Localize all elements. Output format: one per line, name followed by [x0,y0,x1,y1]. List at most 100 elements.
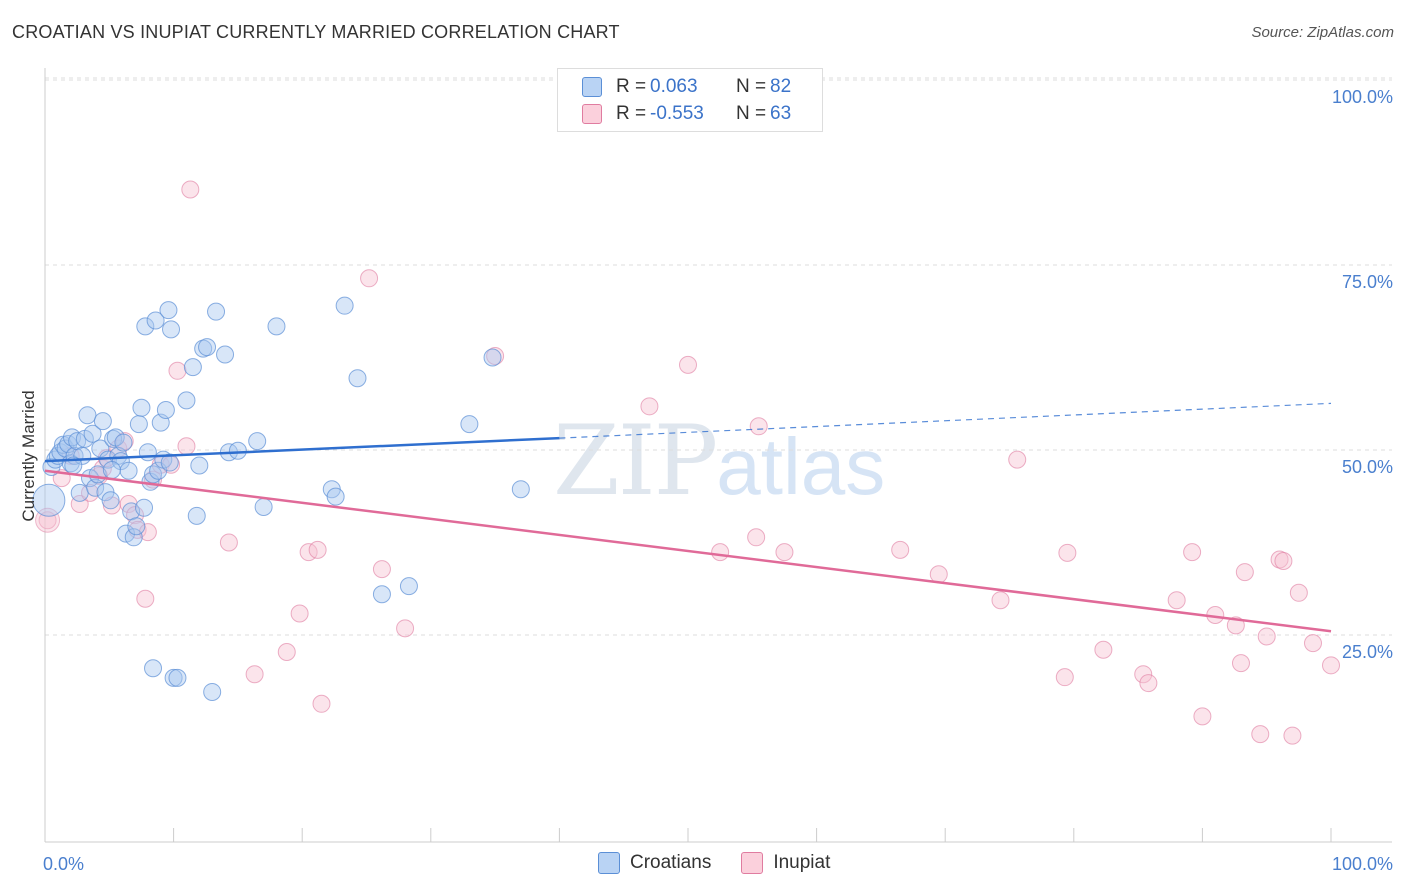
inupiat-point [115,432,134,451]
croatians-point [164,668,183,687]
chart-title: CROATIAN VS INUPIAT CURRENTLY MARRIED CO… [12,22,620,42]
legend-item-inupiat[interactable]: Inupiat [741,852,830,874]
inupiat-point [168,361,187,380]
croatians-point [248,432,267,451]
y-tick-label: 75.0% [1342,272,1393,292]
inupiat-point [138,523,157,542]
legend-r-value: 0.063 [650,76,698,97]
inupiat-point [177,437,196,456]
croatians-point [124,528,143,547]
inupiat-point [1055,668,1074,687]
croatians-point [136,317,155,336]
inupiat-point [749,417,768,436]
inupiat-points [35,180,1340,745]
inupiat-point [1251,725,1270,744]
croatians-point [63,428,82,447]
croatians-point [160,453,179,472]
croatians-point [144,465,163,484]
inupiat-point [372,560,391,579]
inupiat-point [360,269,379,288]
croatians-point [168,668,187,687]
inupiat-point [219,533,238,552]
legend-r-value: -0.553 [650,103,704,124]
watermark-zip: ZIP [553,405,718,517]
inupiat-point [1257,627,1276,646]
inupiat-point [1167,591,1186,610]
croatians-point [216,345,235,364]
croatians-point [119,461,138,480]
croatians-point [267,317,286,336]
inupiat-point [711,543,730,562]
croatians-point [83,424,102,443]
inupiat-point [396,619,415,638]
legend-row-inupiat: R = -0.553 N = 63 [582,101,791,127]
inupiat-point [1094,640,1113,659]
legend-row-croatians: R = 0.063 N = 82 [582,74,791,100]
croatians-point [159,301,178,320]
croatians-trend-extension [559,402,1332,439]
croatians-trend-line [44,436,560,463]
y-tick-label: 25.0% [1342,642,1393,662]
croatians-point [138,443,157,462]
y-tick-label: 100.0% [1332,87,1393,107]
inupiat-point [119,495,138,513]
croatians-point [326,487,345,506]
inupiat-point [679,355,697,374]
inupiat-trend-line [44,469,1332,633]
legend-r-label: R = [616,103,647,124]
inupiat-point [1139,674,1158,693]
inupiat-point [640,397,659,416]
chart-source: Source: ZipAtlas.com [1251,24,1394,41]
legend-item-croatians[interactable]: Croatians [598,852,711,874]
croatians-point [198,338,217,357]
x-tick-label: 0.0% [43,854,84,874]
croatians-point [177,391,196,410]
croatians-point [32,483,66,517]
inupiat-point [1322,656,1340,675]
inupiat-point [290,604,309,623]
inupiat-point [929,565,948,584]
inupiat-point [1134,665,1153,684]
inupiat-point [1303,634,1322,653]
legend-swatch-inupiat [741,852,764,874]
croatians-point [144,659,163,678]
croatians-point [335,296,354,315]
legend-label-inupiat: Inupiat [773,852,831,873]
legend-swatch-inupiat [582,104,602,124]
croatians-points [32,296,530,701]
inupiat-point [1183,543,1202,562]
croatians-point [207,302,226,321]
croatians-point [183,358,202,377]
legend-n-label: N = [736,76,767,97]
croatians-point [70,483,89,502]
inupiat-point [747,528,766,547]
croatians-point [511,480,530,499]
croatians-point [132,398,151,417]
croatians-point [228,441,247,460]
croatians-point [203,682,222,701]
croatians-point [78,406,97,425]
correlation-legend: R = 0.063 N = 82 R = -0.553 N = 63 [557,68,823,132]
inupiat-point [312,694,331,713]
watermark: ZIPatlas [553,405,885,517]
croatians-point [93,412,112,431]
croatians-point [129,415,148,434]
croatians-point [114,433,133,452]
croatians-point [127,517,146,536]
legend-n-value: 82 [770,76,792,97]
inupiat-point [81,483,100,502]
inupiat-point [1274,551,1293,570]
inupiat-point [1283,726,1302,745]
y-tick-label: 50.0% [1342,457,1393,477]
inupiat-point [308,540,327,559]
trend-lines [44,402,1332,633]
inupiat-point [1193,707,1212,726]
croatians-point [190,456,209,475]
legend-n-label: N = [736,103,767,124]
croatians-point [372,585,391,604]
croatians-point [86,478,105,497]
croatians-point [348,369,367,388]
croatians-point [135,498,154,517]
x-tick-label: 100.0% [1332,854,1393,874]
croatians-point [102,460,121,479]
